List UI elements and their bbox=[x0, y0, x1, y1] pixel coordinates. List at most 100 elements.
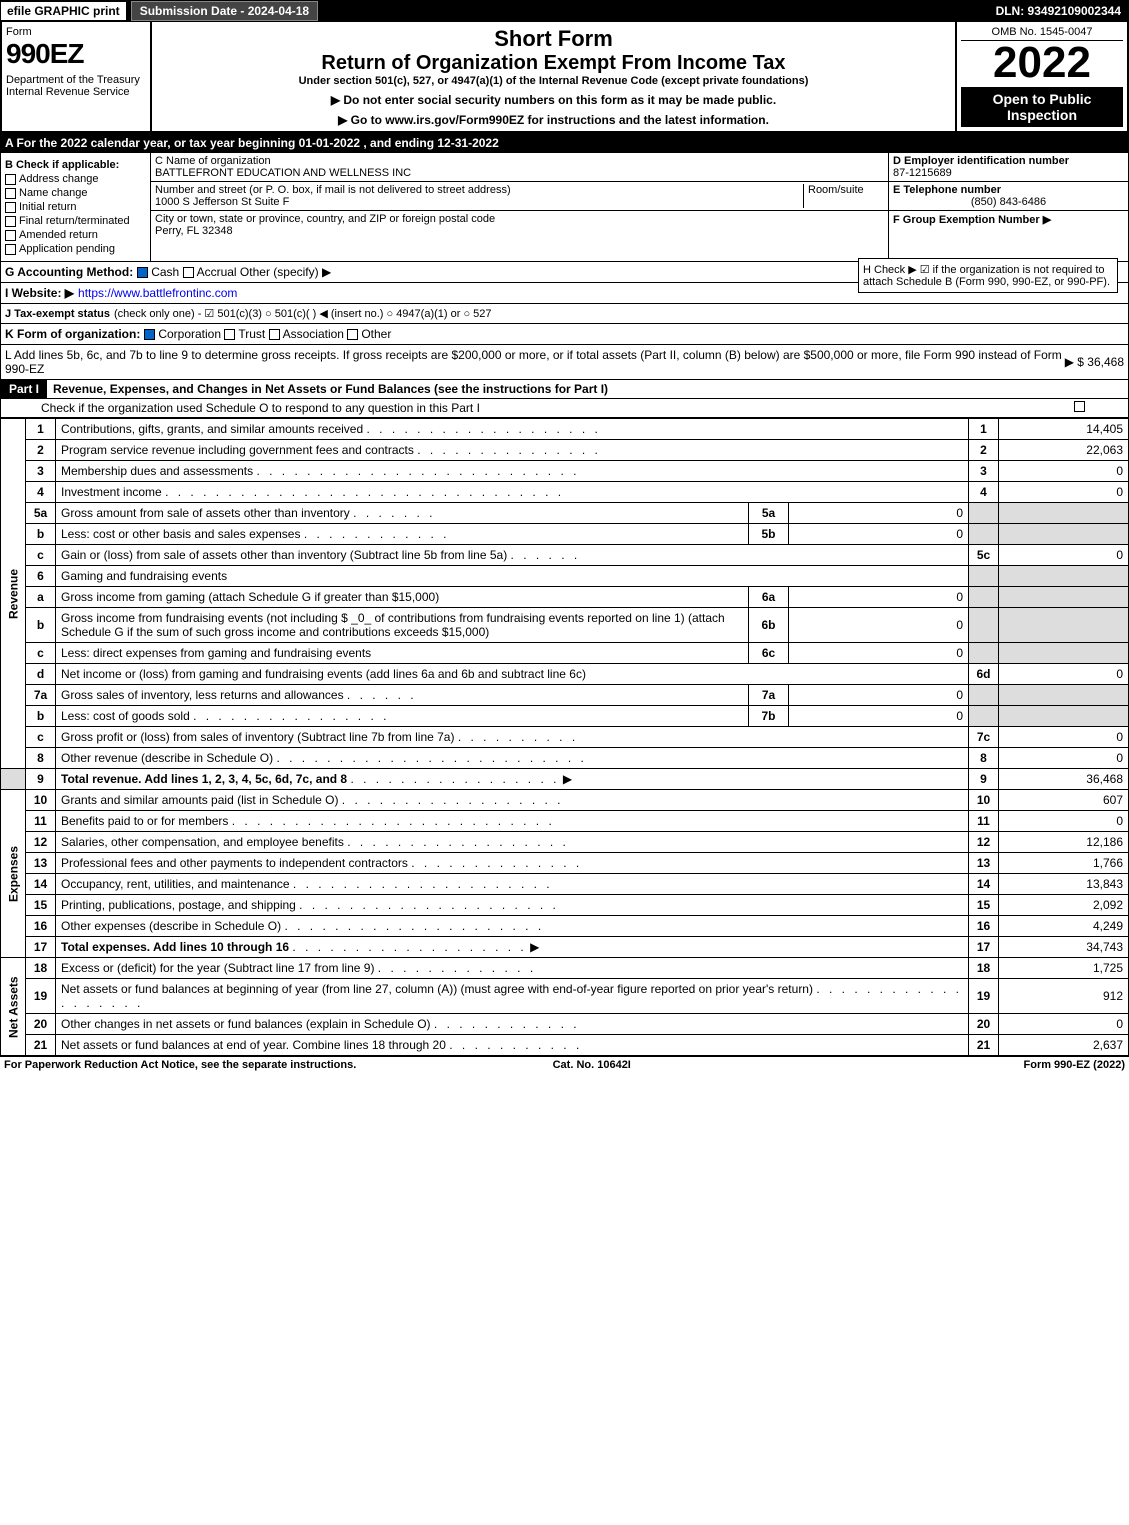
group-exemption-label: F Group Exemption Number ▶ bbox=[893, 214, 1051, 226]
line-7b-sv: 0 bbox=[789, 706, 969, 727]
line-7c-val: 0 bbox=[999, 727, 1129, 748]
line-19-r: 19 bbox=[969, 979, 999, 1014]
line-8-val: 0 bbox=[999, 748, 1129, 769]
line-5b-mid: 5b bbox=[749, 524, 789, 545]
line-10-desc: Grants and similar amounts paid (list in… bbox=[61, 793, 338, 807]
chk-schedule-o[interactable] bbox=[1074, 401, 1085, 412]
line-9-r: 9 bbox=[969, 769, 999, 790]
misc-rows: G Accounting Method: Cash Accrual Other … bbox=[0, 262, 1129, 380]
line-20-r: 20 bbox=[969, 1014, 999, 1035]
phone-value: (850) 843-6486 bbox=[893, 196, 1124, 208]
revenue-label: Revenue bbox=[1, 419, 26, 769]
i-label: I Website: ▶ bbox=[5, 286, 74, 300]
line-7c-r: 7c bbox=[969, 727, 999, 748]
line-8-num: 8 bbox=[26, 748, 56, 769]
c-name-label: C Name of organization bbox=[155, 155, 884, 167]
j-detail: (check only one) - ☑ 501(c)(3) ○ 501(c)(… bbox=[114, 307, 492, 320]
row-a-tax-year: A For the 2022 calendar year, or tax yea… bbox=[0, 133, 1129, 153]
line-2-r: 2 bbox=[969, 440, 999, 461]
submission-date: Submission Date - 2024-04-18 bbox=[131, 1, 318, 21]
line-7a-mid: 7a bbox=[749, 685, 789, 706]
form-word: Form bbox=[6, 26, 146, 38]
line-19-desc: Net assets or fund balances at beginning… bbox=[61, 982, 813, 996]
b-label: B Check if applicable: bbox=[5, 159, 119, 171]
line-16-val: 4,249 bbox=[999, 916, 1129, 937]
street-label: Number and street (or P. O. box, if mail… bbox=[155, 184, 799, 196]
line-13-num: 13 bbox=[26, 853, 56, 874]
main-title: Return of Organization Exempt From Incom… bbox=[160, 52, 947, 75]
line-4-num: 4 bbox=[26, 482, 56, 503]
chk-address[interactable]: Address change bbox=[5, 173, 146, 185]
line-18-desc: Excess or (deficit) for the year (Subtra… bbox=[61, 961, 374, 975]
line-12-val: 12,186 bbox=[999, 832, 1129, 853]
line-6-desc: Gaming and fundraising events bbox=[56, 566, 969, 587]
footer: For Paperwork Reduction Act Notice, see … bbox=[0, 1056, 1129, 1073]
line-3-desc: Membership dues and assessments bbox=[61, 464, 253, 478]
part1-header: Part I Revenue, Expenses, and Changes in… bbox=[0, 380, 1129, 399]
chk-assoc[interactable] bbox=[269, 329, 280, 340]
line-6-num: 6 bbox=[26, 566, 56, 587]
chk-other[interactable] bbox=[347, 329, 358, 340]
line-21-desc: Net assets or fund balances at end of ye… bbox=[61, 1038, 446, 1052]
g-other: Other (specify) ▶ bbox=[240, 265, 331, 279]
line-6d-val: 0 bbox=[999, 664, 1129, 685]
dln: DLN: 93492109002344 bbox=[988, 2, 1129, 20]
line-18-val: 1,725 bbox=[999, 958, 1129, 979]
chk-cash[interactable] bbox=[137, 267, 148, 278]
line-7a-sv: 0 bbox=[789, 685, 969, 706]
chk-accrual[interactable] bbox=[183, 267, 194, 278]
netassets-label: Net Assets bbox=[1, 958, 26, 1056]
row-k: K Form of organization: Corporation Trus… bbox=[1, 324, 1128, 345]
line-17-num: 17 bbox=[26, 937, 56, 958]
chk-initial[interactable]: Initial return bbox=[5, 201, 146, 213]
line-14-val: 13,843 bbox=[999, 874, 1129, 895]
street-address: 1000 S Jefferson St Suite F bbox=[155, 196, 799, 208]
line-6c-sv: 0 bbox=[789, 643, 969, 664]
line-15-num: 15 bbox=[26, 895, 56, 916]
part1-check-row: Check if the organization used Schedule … bbox=[0, 399, 1129, 418]
chk-amended[interactable]: Amended return bbox=[5, 229, 146, 241]
website-link[interactable]: https://www.battlefrontinc.com bbox=[78, 286, 237, 300]
line-5c-val: 0 bbox=[999, 545, 1129, 566]
top-bar: efile GRAPHIC print Submission Date - 20… bbox=[0, 0, 1129, 22]
instruction-1: ▶ Do not enter social security numbers o… bbox=[160, 93, 947, 107]
h-text: H Check ▶ ☑ if the organization is not r… bbox=[863, 264, 1110, 288]
subtitle: Under section 501(c), 527, or 4947(a)(1)… bbox=[160, 75, 947, 87]
line-13-desc: Professional fees and other payments to … bbox=[61, 856, 408, 870]
line-6d-num: d bbox=[26, 664, 56, 685]
ein-label: D Employer identification number bbox=[893, 155, 1069, 167]
line-12-num: 12 bbox=[26, 832, 56, 853]
line-5b-num: b bbox=[26, 524, 56, 545]
line-6c-desc: Less: direct expenses from gaming and fu… bbox=[56, 643, 749, 664]
line-11-r: 11 bbox=[969, 811, 999, 832]
line-18-r: 18 bbox=[969, 958, 999, 979]
chk-corp[interactable] bbox=[144, 329, 155, 340]
line-16-num: 16 bbox=[26, 916, 56, 937]
line-7b-num: b bbox=[26, 706, 56, 727]
l-text: L Add lines 5b, 6c, and 7b to line 9 to … bbox=[5, 348, 1065, 376]
line-5b-sv: 0 bbox=[789, 524, 969, 545]
chk-pending[interactable]: Application pending bbox=[5, 243, 146, 255]
chk-final[interactable]: Final return/terminated bbox=[5, 215, 146, 227]
line-16-r: 16 bbox=[969, 916, 999, 937]
financial-table: Revenue 1 Contributions, gifts, grants, … bbox=[0, 418, 1129, 1056]
line-8-desc: Other revenue (describe in Schedule O) bbox=[61, 751, 273, 765]
chk-name[interactable]: Name change bbox=[5, 187, 146, 199]
line-2-desc: Program service revenue including govern… bbox=[61, 443, 414, 457]
line-5c-r: 5c bbox=[969, 545, 999, 566]
line-20-desc: Other changes in net assets or fund bala… bbox=[61, 1017, 431, 1031]
line-10-r: 10 bbox=[969, 790, 999, 811]
form-header: Form 990EZ Department of the Treasury In… bbox=[0, 22, 1129, 133]
chk-trust[interactable] bbox=[224, 329, 235, 340]
line-6b-sv: 0 bbox=[789, 608, 969, 643]
line-17-r: 17 bbox=[969, 937, 999, 958]
section-bcdef: B Check if applicable: Address change Na… bbox=[0, 153, 1129, 262]
line-9-desc: Total revenue. Add lines 1, 2, 3, 4, 5c,… bbox=[61, 772, 347, 786]
efile-print[interactable]: efile GRAPHIC print bbox=[0, 1, 127, 21]
department: Department of the Treasury Internal Reve… bbox=[6, 74, 146, 98]
line-1-val: 14,405 bbox=[999, 419, 1129, 440]
k-label: K Form of organization: bbox=[5, 327, 140, 341]
line-7c-desc: Gross profit or (loss) from sales of inv… bbox=[61, 730, 454, 744]
line-4-r: 4 bbox=[969, 482, 999, 503]
line-3-num: 3 bbox=[26, 461, 56, 482]
